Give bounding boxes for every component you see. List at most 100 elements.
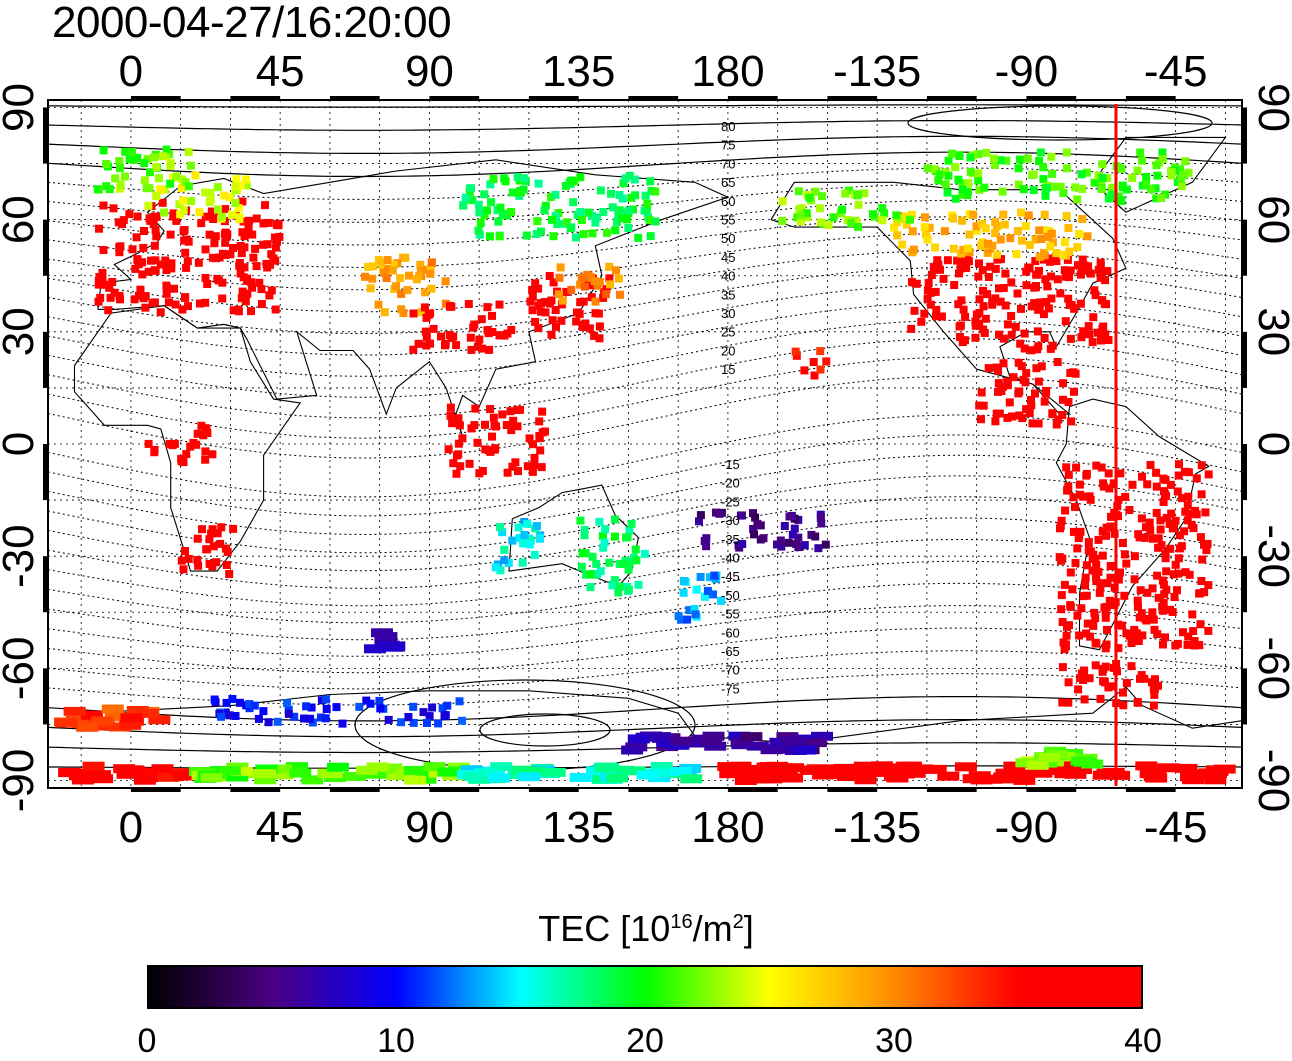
- tec-mark: [847, 219, 856, 228]
- frame-bar: [43, 331, 48, 388]
- tec-mark: [519, 185, 528, 194]
- tec-mark: [302, 702, 311, 711]
- tec-mark: [254, 714, 263, 723]
- tec-mark: [816, 218, 825, 227]
- tec-mark: [127, 148, 136, 156]
- tec-mark: [259, 707, 268, 716]
- tec-mark: [610, 515, 619, 524]
- tec-mark: [1035, 252, 1044, 261]
- tec-mark: [1003, 413, 1012, 422]
- tec-mark: [180, 236, 189, 245]
- tec-mark: [1122, 185, 1131, 194]
- tec-mark: [490, 445, 499, 454]
- tec-mark: [480, 211, 489, 219]
- tec-mark: [592, 559, 601, 568]
- tec-mark: [936, 265, 944, 274]
- lat-tick-label-right: 30: [1249, 307, 1292, 356]
- tec-mark: [162, 266, 171, 274]
- tec-mark: [1095, 588, 1104, 597]
- tec-mark: [397, 289, 406, 298]
- tec-mark: [441, 277, 450, 286]
- tec-mark: [535, 417, 544, 426]
- tec-mark: [627, 734, 650, 744]
- tec-mark: [1168, 524, 1177, 533]
- tec-mark: [1096, 258, 1105, 267]
- tec-mark: [642, 206, 651, 215]
- tec-mark: [577, 562, 586, 571]
- tec-mark: [490, 421, 499, 430]
- tec-mark: [537, 463, 546, 472]
- tec-mark: [656, 738, 679, 748]
- tec-mark: [116, 242, 125, 251]
- tec-mark: [1076, 490, 1085, 499]
- tec-mark: [1052, 257, 1061, 266]
- tec-mark: [811, 731, 833, 741]
- tec-mark: [1034, 419, 1043, 428]
- tec-mark: [568, 176, 577, 185]
- tec-mark: [1088, 566, 1097, 575]
- tec-mark: [326, 762, 349, 772]
- tec-mark: [736, 511, 745, 520]
- tec-mark: [551, 190, 560, 199]
- tec-mark: [170, 439, 179, 448]
- tec-mark: [746, 741, 769, 751]
- tec-mark: [1064, 224, 1073, 232]
- tec-mark: [580, 525, 589, 534]
- tec-mark: [1159, 498, 1168, 506]
- tec-mark: [1027, 396, 1035, 404]
- tec-mark: [1082, 591, 1091, 600]
- tec-mark: [1062, 148, 1071, 157]
- tec-mark: [1006, 234, 1015, 243]
- tec-map: 80 75 70 65 60 55 50 45 40 35 30 25 20 15 -15 -20 -25 -30…: [0, 47, 1292, 852]
- tec-mark: [777, 542, 786, 551]
- tec-mark: [1196, 533, 1205, 542]
- tec-mark: [1175, 531, 1184, 540]
- tec-mark: [197, 421, 206, 430]
- tec-mark: [1003, 377, 1012, 386]
- tec-mark: [495, 300, 504, 309]
- tec-mark: [540, 206, 549, 215]
- tec-mark: [547, 215, 556, 224]
- tec-mark: [80, 710, 103, 720]
- tec-mark: [1065, 273, 1073, 282]
- tec-mark: [201, 212, 210, 221]
- tec-mark: [1157, 763, 1180, 773]
- tec-mark: [1104, 336, 1113, 344]
- tec-mark: [1204, 626, 1213, 635]
- tec-mark: [964, 244, 973, 253]
- colorbar-title-unit: /m: [692, 908, 733, 949]
- tec-mark: [222, 232, 231, 241]
- tec-mark: [427, 258, 436, 267]
- tec-mark: [966, 167, 975, 176]
- tec-mark: [627, 519, 636, 528]
- tec-mark: [1184, 468, 1193, 477]
- tec-mark: [1056, 289, 1065, 298]
- frame-bar: [329, 96, 380, 101]
- frame-bar: [827, 787, 878, 792]
- tec-mark: [247, 278, 256, 287]
- tec-mark: [483, 206, 491, 215]
- tec-mark: [508, 462, 517, 471]
- tec-mark: [133, 212, 142, 221]
- tec-mark: [1098, 324, 1107, 333]
- tec-mark: [500, 331, 509, 340]
- tec-mark: [584, 208, 593, 217]
- tec-mark: [1088, 338, 1097, 347]
- tec-mark: [640, 549, 649, 558]
- tec-mark: [1054, 415, 1063, 424]
- tec-mark: [172, 216, 181, 225]
- tec-mark: [384, 715, 393, 724]
- tec-mark: [624, 206, 633, 215]
- tec-mark: [1153, 571, 1162, 580]
- tec-mark: [1066, 334, 1075, 343]
- frame-bar: [1242, 668, 1247, 725]
- tec-mark: [1206, 767, 1229, 776]
- tec-mark: [1159, 598, 1168, 607]
- tec-mark: [974, 272, 983, 281]
- tec-mark: [403, 765, 426, 775]
- tec-mark: [455, 421, 464, 430]
- tec-mark: [409, 702, 418, 711]
- tec-mark: [1022, 281, 1031, 290]
- tec-mark: [795, 205, 804, 214]
- tec-mark: [556, 263, 565, 272]
